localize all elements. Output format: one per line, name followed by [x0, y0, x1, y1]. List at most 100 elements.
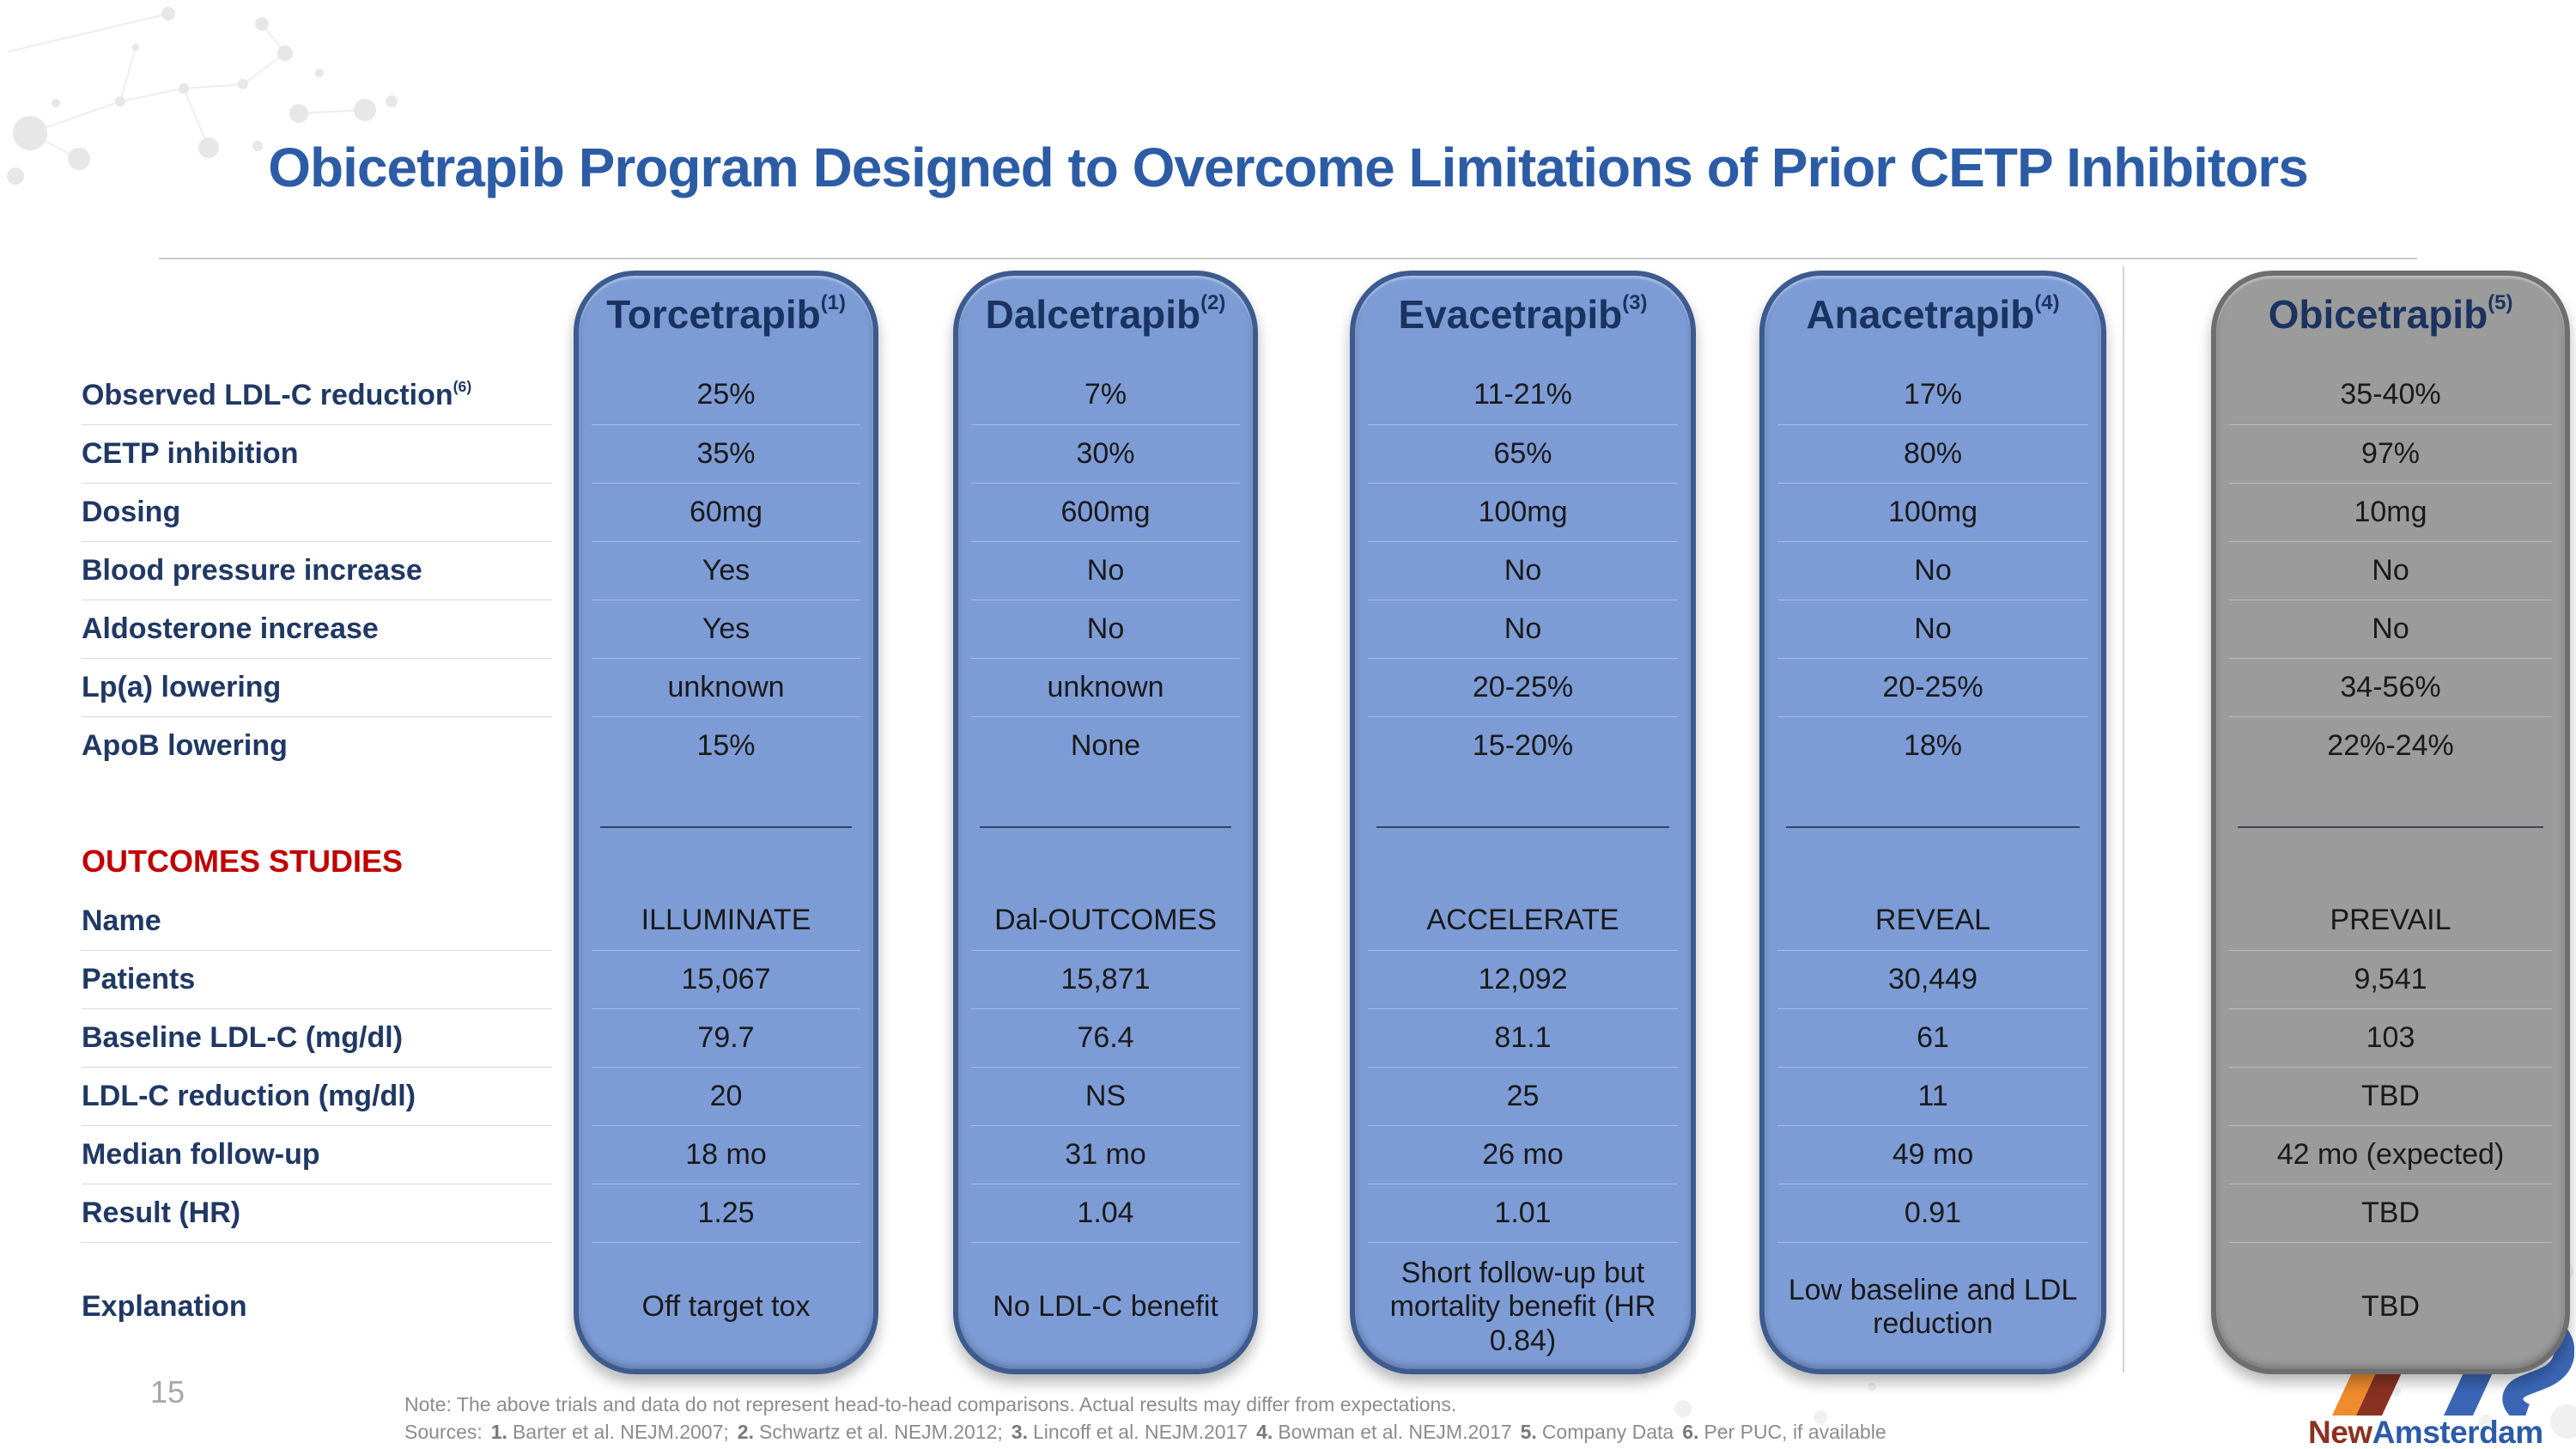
column-title-sup: (1): [820, 290, 846, 314]
cell-ldl-red: 20: [592, 1067, 860, 1126]
row-label-ldl-reduction: LDL-C reduction (mg/dl): [82, 1067, 552, 1126]
logo-text-new: New: [2308, 1415, 2372, 1449]
cell-explanation: Short follow-up but mortality benefit (H…: [1368, 1242, 1678, 1372]
cell-baseline: 79.7: [592, 1008, 860, 1068]
cell-aldosterone: No: [1368, 600, 1678, 659]
source-number: 4.: [1256, 1421, 1273, 1443]
cell-explanation: TBD: [2229, 1242, 2552, 1372]
cell-observed-ldl: 7%: [1084, 378, 1127, 411]
cell-followup: 18 mo: [592, 1125, 860, 1184]
column-header: Torcetrapib (1): [579, 284, 873, 344]
cell-explanation: Off target tox: [592, 1242, 860, 1372]
cell-dosing: 10mg: [2229, 483, 2552, 542]
row-label-blood-pressure: Blood pressure increase: [82, 541, 552, 600]
source-text: Bowman et al. NEJM.2017: [1278, 1421, 1512, 1443]
footnote-sources: Sources: 1. Barter et al. NEJM.2007; 2. Schw…: [404, 1421, 1886, 1444]
cell-aldosterone: No: [1777, 600, 2088, 659]
column-header: Obicetrapib (5): [2216, 284, 2565, 344]
source-number: 6.: [1682, 1421, 1699, 1443]
source-number: 5.: [1520, 1421, 1537, 1443]
sources-prefix: Sources:: [404, 1421, 483, 1443]
cell-cetp: 97%: [2229, 424, 2552, 484]
source-text: Schwartz et al. NEJM.2012;: [758, 1421, 1003, 1443]
column-title: Dalcetrapib: [985, 292, 1201, 337]
column-title: Evacetrapib: [1398, 292, 1623, 337]
cell-aldosterone: No: [971, 600, 1240, 659]
column-title-sup: (4): [2034, 290, 2060, 314]
row-label-cetp-inhibition: CETP inhibition: [82, 424, 552, 484]
cell-baseline: 81.1: [1368, 1008, 1678, 1068]
cell-lpa: unknown: [592, 658, 860, 717]
cell-bp: No: [1777, 541, 2088, 600]
cell-baseline: 76.4: [971, 1008, 1240, 1068]
cell-result: 1.04: [971, 1184, 1240, 1243]
source-number: 2.: [737, 1421, 754, 1443]
cell-aldosterone: No: [2229, 600, 2552, 659]
row-label-explanation: Explanation: [82, 1289, 247, 1323]
column-title-sup: (5): [2488, 290, 2513, 314]
cell-bp: No: [1368, 541, 1678, 600]
row-label-apob: ApoB lowering: [82, 728, 288, 762]
cell-name: REVEAL: [1874, 904, 1991, 937]
cell-cetp: 30%: [971, 424, 1240, 484]
row-label-result-hr: Result (HR): [82, 1184, 552, 1243]
source-text: Barter et al. NEJM.2007;: [512, 1421, 729, 1443]
cell-apob: None: [971, 716, 1240, 776]
cell-apob: 18%: [1777, 716, 2088, 776]
cell-apob: 15-20%: [1368, 716, 1678, 776]
source-number: 3.: [1011, 1421, 1028, 1443]
column-section-divider: [2238, 826, 2543, 828]
cell-patients: 15,067: [592, 950, 860, 1009]
cell-ldl-red: TBD: [2229, 1067, 2552, 1126]
cell-result: 0.91: [1777, 1184, 2088, 1243]
cell-followup: 49 mo: [1777, 1125, 2088, 1184]
row-label-dosing: Dosing: [82, 483, 552, 542]
cell-followup: 31 mo: [971, 1125, 1240, 1184]
column-title-sup: (2): [1200, 290, 1226, 314]
cell-observed-ldl: 35-40%: [2340, 378, 2441, 411]
cell-cetp: 65%: [1368, 424, 1678, 484]
cell-lpa: unknown: [971, 658, 1240, 717]
column-title: Obicetrapib: [2268, 292, 2488, 337]
cell-name: PREVAIL: [2330, 904, 2451, 937]
logo-text: NewAmsterdam Pharma: [2308, 1416, 2576, 1449]
cell-baseline: 103: [2229, 1008, 2552, 1068]
column-section-divider: [980, 826, 1231, 828]
logo-text-amsterdam: Amsterdam: [2372, 1415, 2544, 1449]
page-number: 15: [150, 1374, 185, 1409]
cell-dosing: 100mg: [1777, 483, 2088, 542]
column-anacetrapib: Anacetrapib (4) 17% 80% 100mg No No 20-25…: [1759, 271, 2106, 1374]
cell-baseline: 61: [1777, 1008, 2088, 1068]
cell-explanation: Low baseline and LDL reduction: [1777, 1242, 2088, 1372]
footnote-note: Note: The above trials and data do not r…: [404, 1393, 1457, 1416]
column-evacetrapib: Evacetrapib (3) 11-21% 65% 100mg No No 20…: [1350, 271, 1696, 1374]
row-label-baseline-ldl: Baseline LDL-C (mg/dl): [82, 1008, 552, 1068]
cell-bp: Yes: [592, 541, 860, 600]
cell-observed-ldl: 11-21%: [1473, 378, 1572, 411]
source-text: Lincoff et al. NEJM.2017: [1032, 1421, 1249, 1443]
cell-dosing: 60mg: [592, 483, 860, 542]
column-title: Torcetrapib: [606, 292, 821, 337]
cell-lpa: 20-25%: [1777, 658, 2088, 717]
cell-name: ILLUMINATE: [641, 904, 811, 937]
column-dalcetrapib: Dalcetrapib (2) 7% 30% 600mg No No unknow…: [953, 271, 1258, 1374]
cell-ldl-red: NS: [971, 1067, 1240, 1126]
cell-ldl-red: 11: [1777, 1067, 2088, 1126]
cell-lpa: 20-25%: [1368, 658, 1678, 717]
column-torcetrapib: Torcetrapib (1) 25% 35% 60mg Yes Yes unkn…: [574, 271, 878, 1374]
cell-cetp: 80%: [1777, 424, 2088, 484]
cell-dosing: 600mg: [971, 483, 1240, 542]
row-label-lpa: Lp(a) lowering: [82, 658, 552, 717]
cell-observed-ldl: 17%: [1903, 378, 1963, 411]
cell-apob: 22%-24%: [2229, 716, 2552, 776]
cell-patients: 30,449: [1777, 950, 2088, 1009]
column-title: Anacetrapib: [1806, 292, 2035, 337]
source-text: Per PUC, if available: [1704, 1421, 1886, 1443]
row-label-median-followup: Median follow-up: [82, 1125, 552, 1184]
cell-result: 1.25: [592, 1184, 860, 1243]
column-section-divider: [1376, 826, 1669, 828]
cell-patients: 12,092: [1368, 950, 1678, 1009]
column-header: Anacetrapib (4): [1765, 284, 2101, 344]
source-text: Company Data: [1541, 1421, 1674, 1443]
